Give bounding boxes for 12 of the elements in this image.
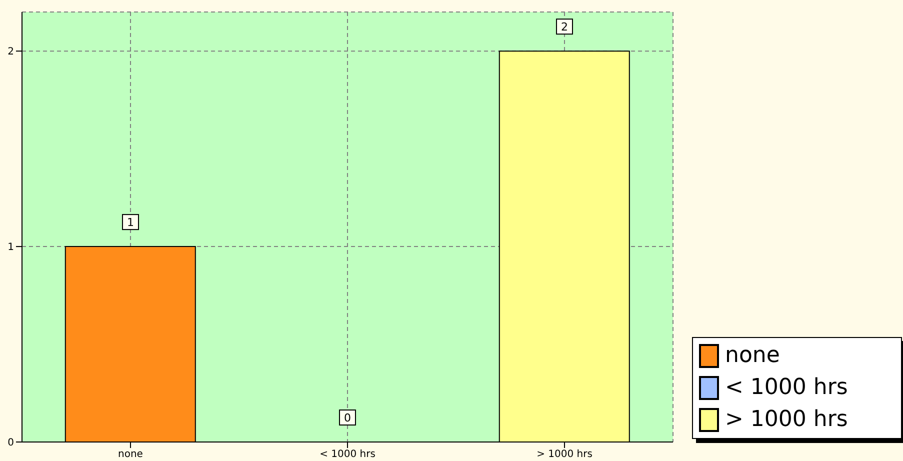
- x-tick-label: > 1000 hrs: [536, 449, 592, 460]
- x-tick-label: none: [118, 449, 143, 460]
- data-label: 2: [561, 20, 568, 34]
- y-tick-label: 0: [8, 438, 14, 449]
- x-tick-label: < 1000 hrs: [320, 449, 376, 460]
- y-tick-label: 1: [8, 242, 14, 254]
- data-label: 0: [344, 412, 351, 424]
- legend-label: none: [725, 342, 780, 370]
- data-label: 1: [127, 216, 134, 230]
- legend-label: > 1000 hrs: [725, 406, 848, 434]
- y-tick-label: 2: [8, 46, 14, 58]
- legend-label: < 1000 hrs: [725, 374, 848, 402]
